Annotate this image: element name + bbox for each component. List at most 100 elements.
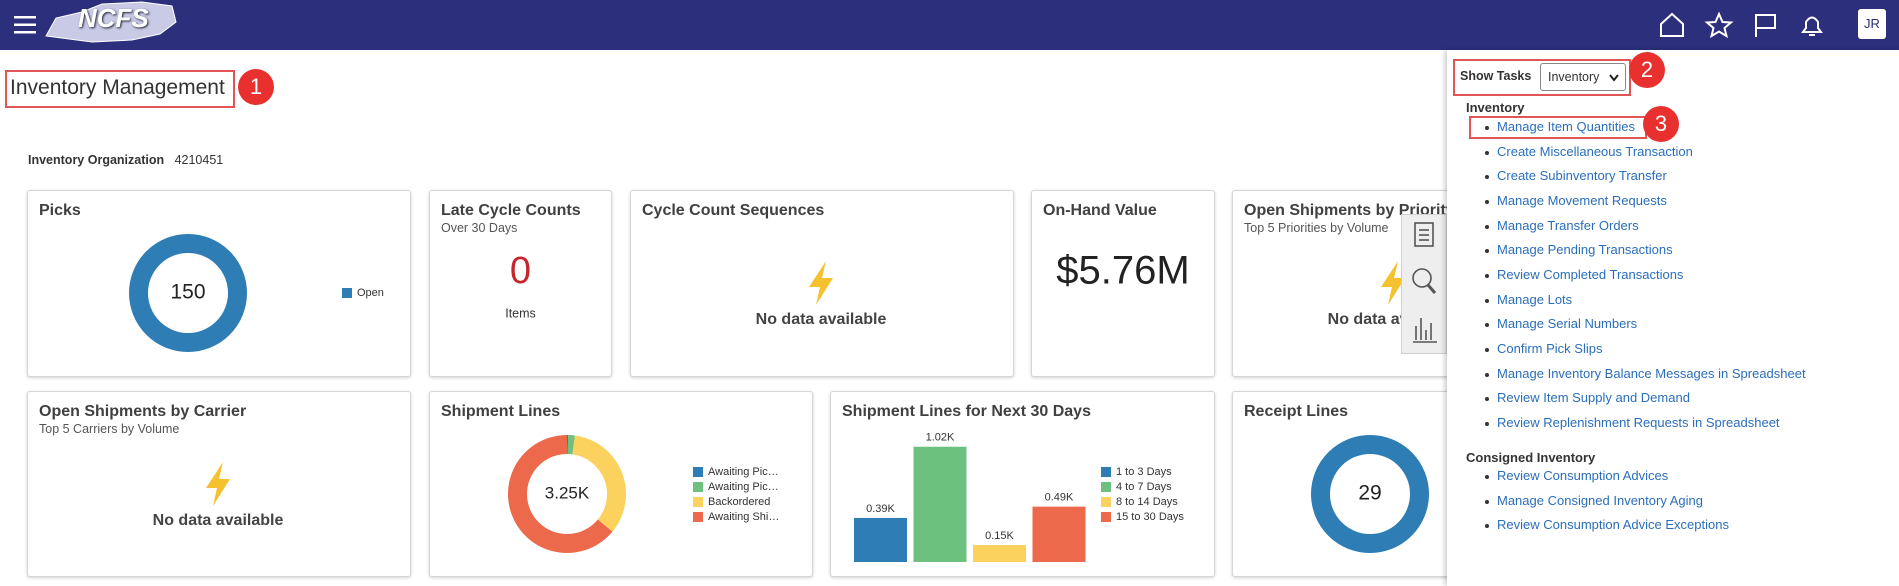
metric-value: 0 (510, 250, 531, 292)
tile-title: On-Hand Value (1043, 202, 1157, 219)
donut-ring (1311, 435, 1429, 553)
user-avatar[interactable]: JR (1858, 9, 1886, 39)
bar (1032, 506, 1086, 562)
bullet (1485, 199, 1489, 204)
legend-swatch (1101, 467, 1111, 477)
favorites-icon[interactable] (1704, 11, 1734, 39)
task-link[interactable]: Review Completed Transactions (1497, 266, 1684, 282)
tile-subtitle: Top 5 Priorities by Volume (1244, 221, 1389, 235)
task-group-heading: Inventory (1466, 100, 1525, 115)
logo-shape (45, 1, 177, 43)
side-toolbar (1401, 214, 1447, 354)
task-link[interactable]: Manage Pending Transactions (1497, 242, 1673, 258)
warning-icon (206, 462, 230, 506)
tile-canvas: No data available (756, 261, 887, 328)
legend-label: Open (357, 287, 384, 299)
task-link[interactable]: Review Consumption Advices (1497, 468, 1669, 483)
warning-icon (809, 261, 833, 305)
bullet (1485, 273, 1489, 278)
bullet (1485, 323, 1489, 328)
donut-segment (567, 434, 569, 455)
analytics-icon[interactable] (1413, 318, 1437, 343)
metric-unit: Items (505, 306, 536, 320)
tile-title: Shipment Lines for Next 30 Days (842, 403, 1091, 420)
step-badge: 1 (238, 69, 274, 105)
step-badge: 2 (1629, 52, 1665, 88)
warning-icon (1381, 261, 1405, 305)
bar (973, 545, 1026, 562)
donut-segment (508, 435, 613, 553)
organization: Inventory Organization 4210451 (28, 153, 223, 167)
bullet (1485, 298, 1489, 303)
legend-swatch (342, 288, 352, 298)
task-select-value: Inventory (1548, 70, 1600, 84)
home-icon[interactable] (1660, 12, 1684, 37)
task-link[interactable]: Review Item Supply and Demand (1497, 390, 1690, 406)
bullet (1485, 126, 1489, 130)
donut-ring (129, 234, 247, 352)
task-link[interactable]: Confirm Pick Slips (1497, 340, 1603, 356)
bar (913, 446, 967, 562)
task-link[interactable]: Manage Consigned Inventory Aging (1497, 492, 1703, 508)
top-bar: NCFS JR (0, 0, 1899, 50)
document-icon[interactable] (1414, 222, 1434, 247)
tile-title: Receipt Lines (1244, 403, 1349, 420)
search-icon[interactable] (1412, 268, 1437, 294)
tile-title: Cycle Count Sequences (642, 202, 825, 219)
bullet (1485, 421, 1489, 426)
task-link[interactable]: Manage Inventory Balance Messages in Spr… (1497, 365, 1806, 381)
task-link[interactable]: Manage Item Quantities (1497, 119, 1636, 134)
tile: No data available Open Shipments by Carri… (27, 391, 411, 577)
bullet (1485, 224, 1489, 229)
bar-value-label: 1.02K (926, 432, 955, 444)
menu-button[interactable] (14, 14, 38, 36)
notifications-icon[interactable] (1801, 16, 1823, 36)
donut-segment (567, 435, 575, 455)
task-link[interactable]: Review Consumption Advice Exceptions (1497, 517, 1729, 533)
legend-label: 15 to 30 Days (1116, 511, 1184, 523)
donut-segment (572, 435, 627, 532)
task-link[interactable]: Create Miscellaneous Transaction (1497, 143, 1693, 159)
task-link[interactable]: Manage Movement Requests (1497, 192, 1667, 208)
legend-label: Awaiting Pic… (708, 466, 779, 478)
tile-canvas: 3.25K Awaiting Pic… Awaiting Pic… Backorder… (508, 434, 779, 553)
tile-canvas: 0.39K 1.02K 0.15K 0.49K 1 to 3 Days 4 to 7 Da… (854, 432, 1184, 562)
no-data-message: No data available (756, 311, 887, 328)
organization-value: 4210451 (174, 153, 224, 167)
tile-title: Shipment Lines (441, 403, 561, 420)
task-link[interactable]: Manage Serial Numbers (1497, 316, 1638, 332)
legend-swatch (1101, 512, 1111, 522)
tasks-panel: Show Tasks Inventory 2 3 Inventory Manage… (1447, 50, 1899, 586)
tile: 0.39K 1.02K 0.15K 0.49K 1 to 3 Days 4 to 7 Da… (830, 391, 1215, 577)
bar-value-label: 0.15K (985, 530, 1014, 542)
dropdown-arrow (1609, 74, 1619, 82)
task-link[interactable]: Manage Transfer Orders (1497, 217, 1639, 233)
tile: 3.25K Awaiting Pic… Awaiting Pic… Backorder… (429, 391, 813, 577)
task-link[interactable]: Create Subinventory Transfer (1497, 168, 1667, 184)
bar-value-label: 0.39K (866, 503, 895, 515)
tile: 150 Open Picks (27, 190, 411, 377)
task-link[interactable]: Review Replenishment Requests in Spreads… (1497, 414, 1780, 430)
bullet (1485, 499, 1489, 504)
tile-subtitle: Top 5 Carriers by Volume (39, 422, 180, 436)
legend-label: Awaiting Pic… (708, 481, 779, 493)
legend-swatch (1101, 482, 1111, 492)
tile-title: Picks (39, 202, 81, 219)
task-select[interactable]: Inventory (1540, 63, 1626, 91)
tile: $5.76M On-Hand Value (1031, 190, 1215, 377)
tile-title: Late Cycle Counts (441, 202, 581, 219)
task-group-heading: Consigned Inventory (1466, 450, 1596, 465)
task-link[interactable]: Manage Lots (1497, 291, 1573, 307)
tile-canvas: No data available (153, 462, 283, 529)
donut-center-label: 150 (170, 281, 205, 304)
flag-icon[interactable] (1755, 14, 1776, 37)
bullet (1485, 475, 1489, 479)
logo[interactable]: NCFS (78, 3, 149, 33)
bullet (1485, 347, 1489, 352)
legend-label: 8 to 14 Days (1116, 496, 1178, 508)
donut-center-label: 29 (1358, 482, 1381, 505)
bar-value-label: 0.49K (1045, 492, 1074, 504)
bullet (1485, 372, 1489, 377)
bullet (1485, 150, 1489, 155)
metric-value: $5.76M (1056, 249, 1189, 293)
